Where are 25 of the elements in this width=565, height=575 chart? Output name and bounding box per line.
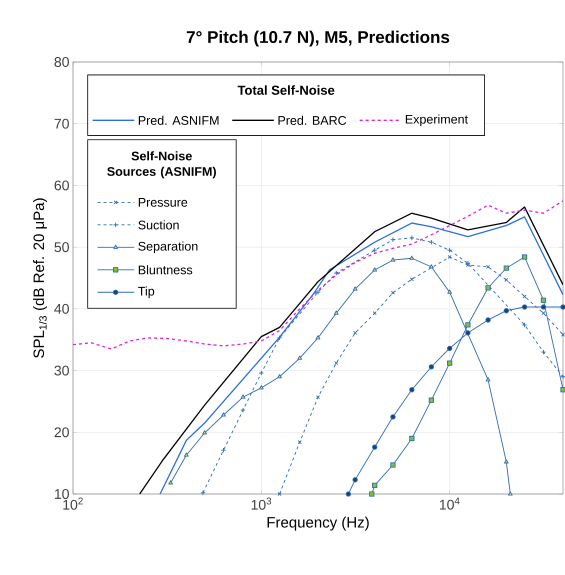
x-tick-label: 10$^{4}$ — [440, 498, 460, 510]
legend-label: Experiment — [406, 114, 468, 126]
y-tick-label: 30 — [54, 366, 69, 376]
x-tick-label: 10$^{2}$ — [63, 498, 83, 510]
legend-label: Separation — [138, 241, 198, 254]
legend-label: Suction — [138, 220, 179, 230]
x-tick-label: 10$^{3}$ — [252, 498, 272, 510]
y-tick-label: 60 — [54, 180, 69, 190]
legend-label: Tip — [138, 286, 154, 298]
annotation: Self-Noise Sources (ASNIFM) — [107, 151, 216, 178]
line-series — [73, 200, 564, 350]
x-axis-title: Frequency (Hz) — [268, 516, 369, 531]
legend-label: Pred. ASNIFM — [138, 116, 218, 125]
y-tick-label: 50 — [54, 242, 69, 252]
y-tick-label: 70 — [54, 118, 69, 129]
legend-title: Total Self-Noise — [238, 85, 334, 95]
y-tick-label: 80 — [54, 57, 69, 67]
chart-title: 7° Pitch (10.7 N), M5, Predictions — [186, 30, 450, 46]
y-axis-title: SPL$_{1/3}$ (dB Ref. 20 μPa) — [33, 198, 48, 358]
legend-label: Pressure — [138, 198, 188, 207]
legend-label: Pred. BARC — [278, 116, 346, 125]
y-tick-label: 10 — [54, 489, 69, 499]
y-tick-label: 40 — [54, 304, 69, 314]
y-tick-label: 20 — [54, 427, 69, 438]
legend-label: Bluntness — [138, 265, 192, 274]
